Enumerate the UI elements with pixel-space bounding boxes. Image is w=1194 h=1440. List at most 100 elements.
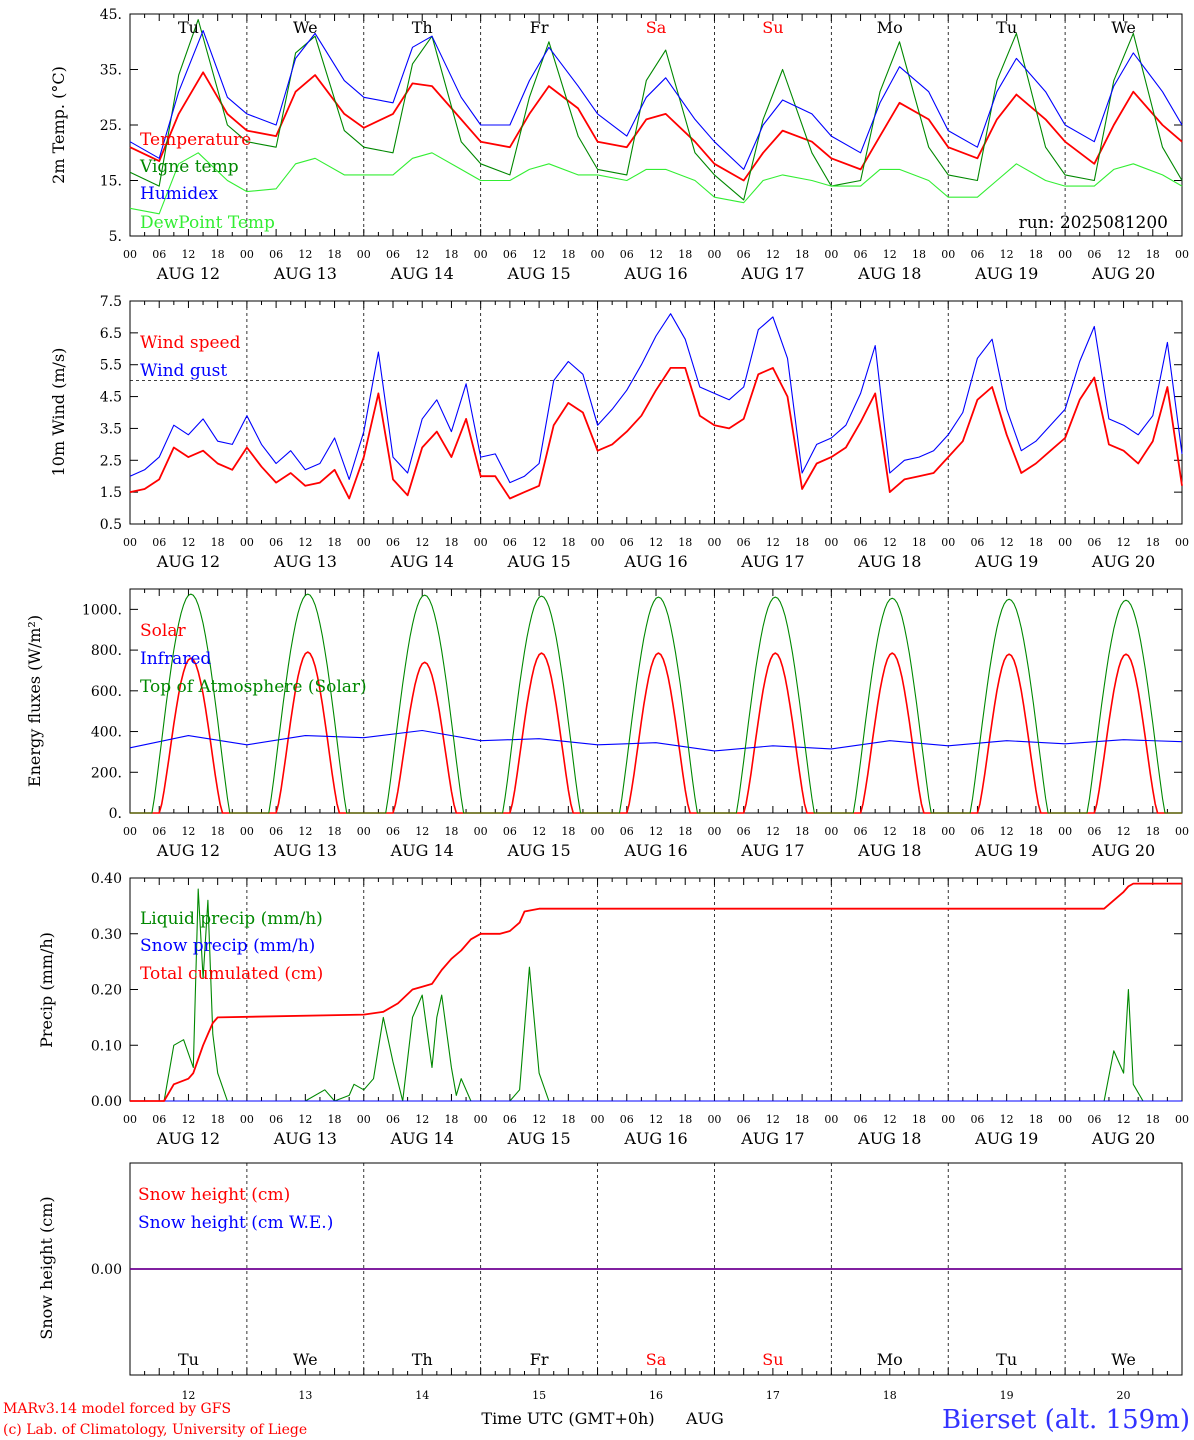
- hour-label: 00: [123, 248, 137, 261]
- hour-label: 18: [912, 825, 926, 838]
- hour-label: 06: [970, 825, 984, 838]
- hour-label: 12: [532, 825, 546, 838]
- y-tick-label: 0.00: [91, 1262, 122, 1278]
- hour-label: 18: [211, 248, 225, 261]
- day-of-week-label: Th: [412, 1350, 433, 1369]
- hour-label: 00: [474, 248, 488, 261]
- solar-line: [130, 651, 1182, 814]
- hour-label: 18: [211, 1113, 225, 1126]
- energy-legend-toa: Top of Atmosphere (Solar): [140, 677, 367, 697]
- hour-label: 18: [561, 536, 575, 549]
- y-tick-label: 3.5: [100, 421, 122, 437]
- humidex-line: [129, 30, 1183, 170]
- hour-label: 00: [240, 248, 254, 261]
- hour-label: 18: [678, 536, 692, 549]
- date-label: AUG 13: [273, 1129, 337, 1148]
- date-label: AUG 19: [974, 1129, 1038, 1148]
- day-number-label: 16: [649, 1389, 663, 1402]
- top-of-atmosphere-solar--line: [130, 593, 1182, 814]
- precip-legend-snow: Snow precip (mm/h): [140, 936, 315, 956]
- hour-label: 06: [503, 825, 517, 838]
- date-label: AUG 19: [974, 841, 1038, 860]
- hour-label: 12: [766, 536, 780, 549]
- temperature-legend-humidex: Humidex: [140, 184, 218, 204]
- day-of-week-label: We: [293, 18, 318, 37]
- hour-label: 06: [737, 825, 751, 838]
- hour-label: 00: [591, 536, 605, 549]
- hour-label: 12: [1117, 825, 1131, 838]
- hour-label: 00: [123, 825, 137, 838]
- hour-label: 18: [1029, 825, 1043, 838]
- hour-label: 06: [620, 248, 634, 261]
- hour-label: 18: [444, 825, 458, 838]
- x-axis-month: AUG: [685, 1409, 724, 1428]
- hour-label: 06: [386, 825, 400, 838]
- hour-label: 12: [181, 1113, 195, 1126]
- date-label: AUG 13: [273, 552, 337, 571]
- hour-label: 12: [298, 825, 312, 838]
- day-of-week-label: Fr: [530, 18, 549, 37]
- y-tick-label: 0.40: [91, 871, 122, 887]
- y-tick-label: 2.5: [100, 453, 122, 469]
- hour-label: 00: [474, 1113, 488, 1126]
- hour-label: 12: [1117, 248, 1131, 261]
- snow-axis-title: Snow height (cm): [37, 1196, 56, 1339]
- y-tick-label: 0.20: [91, 983, 122, 999]
- hour-label: 00: [591, 1113, 605, 1126]
- precip-panel: 0.00 0.10 0.20 0.30 0.40 00 06 12 18 00 06 12 18 00 06…: [37, 871, 1189, 1148]
- date-label: AUG 15: [506, 552, 570, 571]
- hour-label: 12: [1000, 1113, 1014, 1126]
- vigne-temp-line: [129, 19, 1183, 201]
- date-label: AUG 17: [740, 264, 804, 283]
- hour-label: 06: [1087, 1113, 1101, 1126]
- hour-label: 06: [854, 248, 868, 261]
- y-tick-label: 0.00: [91, 1094, 122, 1110]
- hour-label: 06: [970, 536, 984, 549]
- hour-label: 18: [678, 1113, 692, 1126]
- y-tick-label: 200.: [91, 765, 122, 781]
- hour-label: 06: [620, 536, 634, 549]
- hour-label: 06: [269, 1113, 283, 1126]
- hour-label: 18: [211, 536, 225, 549]
- date-label: AUG 20: [1091, 264, 1155, 283]
- y-tick-label: 6.5: [100, 326, 122, 342]
- wind-axis-title: 10m Wind (m/s): [49, 348, 68, 477]
- hour-label: 18: [211, 825, 225, 838]
- y-tick-label: 1.5: [100, 485, 122, 501]
- hour-label: 18: [1146, 248, 1160, 261]
- hour-label: 00: [941, 1113, 955, 1126]
- hour-label: 00: [240, 536, 254, 549]
- hour-label: 06: [152, 536, 166, 549]
- wind-frame: [129, 300, 1183, 525]
- y-tick-label: 400.: [91, 725, 122, 741]
- date-label: AUG 13: [273, 841, 337, 860]
- day-of-week-label: Mo: [877, 18, 903, 37]
- hour-label: 00: [824, 536, 838, 549]
- y-tick-label: 600.: [91, 684, 122, 700]
- y-tick-label: 800.: [91, 643, 122, 659]
- hour-label: 12: [649, 1113, 663, 1126]
- snow-legend-we: Snow height (cm W.E.): [138, 1213, 333, 1233]
- date-label: AUG 12: [156, 552, 220, 571]
- energy-frame: [129, 588, 1183, 814]
- y-tick-label: 25.: [100, 118, 122, 134]
- hour-label: 06: [854, 536, 868, 549]
- hour-label: 06: [269, 248, 283, 261]
- hour-label: 12: [1000, 536, 1014, 549]
- date-label: AUG 14: [390, 841, 454, 860]
- date-label: AUG 20: [1091, 552, 1155, 571]
- date-label: AUG 12: [156, 264, 220, 283]
- day-of-week-label: We: [293, 1350, 318, 1369]
- date-label: AUG 13: [273, 264, 337, 283]
- day-number-label: 18: [883, 1389, 897, 1402]
- hour-label: 18: [912, 536, 926, 549]
- y-tick-label: 4.5: [100, 390, 122, 406]
- y-tick-label: 35.: [100, 63, 122, 79]
- hour-label: 12: [766, 825, 780, 838]
- hour-label: 06: [152, 1113, 166, 1126]
- footer: Time UTC (GMT+0h) AUG MARv3.14 model for…: [3, 1389, 1190, 1438]
- day-of-week-label: Tu: [178, 18, 199, 37]
- energy-legend-infrared: Infrared: [140, 649, 211, 669]
- hour-label: 18: [912, 248, 926, 261]
- day-of-week-label: We: [1111, 1350, 1136, 1369]
